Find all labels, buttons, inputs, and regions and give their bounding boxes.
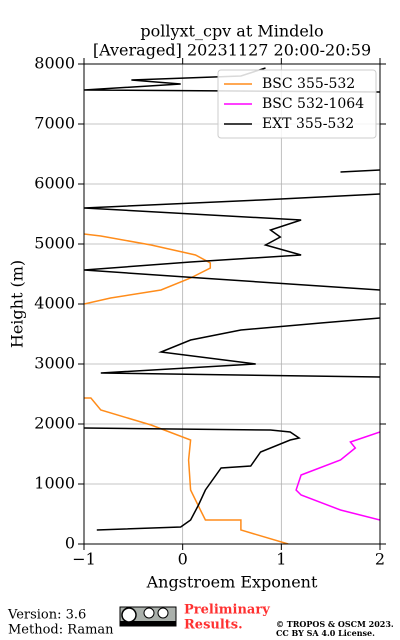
x-tick-label: −1 bbox=[72, 550, 96, 569]
chart-subtitle: [Averaged] 20231127 20:00-20:59 bbox=[93, 41, 371, 60]
version: Version: 3.6 bbox=[7, 608, 86, 623]
legend-label: EXT 355-532 bbox=[262, 116, 354, 132]
y-tick-label: 6000 bbox=[34, 174, 75, 193]
profile-line bbox=[84, 67, 380, 531]
cc-logo bbox=[119, 606, 177, 627]
plot-lines bbox=[84, 67, 380, 544]
y-tick-label: 4000 bbox=[34, 294, 75, 313]
preliminary-note: Preliminary bbox=[184, 603, 270, 618]
x-tick-label: 1 bbox=[276, 550, 286, 569]
legend-label: BSC 532-1064 bbox=[262, 96, 364, 112]
license: CC BY SA 4.0 License. bbox=[276, 628, 375, 638]
y-axis-label: Height (m) bbox=[8, 260, 27, 348]
legend-label: BSC 355-532 bbox=[262, 76, 355, 92]
y-tick-label: 7000 bbox=[34, 114, 75, 133]
profile-line bbox=[84, 233, 289, 544]
method: Method: Raman bbox=[8, 623, 114, 638]
profile-line bbox=[295, 431, 380, 521]
x-tick-label: 2 bbox=[375, 550, 385, 569]
y-tick-label: 3000 bbox=[34, 354, 75, 373]
y-tick-label: 0 bbox=[65, 534, 75, 553]
legend-box bbox=[217, 69, 377, 139]
chart-title: pollyxt_cpv at Mindelo bbox=[140, 22, 323, 41]
y-tick-label: 8000 bbox=[34, 54, 75, 73]
y-tick-label: 5000 bbox=[34, 234, 75, 253]
x-axis-label: Angstroem Exponent bbox=[146, 573, 318, 592]
legend: BSC 355-532 BSC 532-1064 EXT 355-532 bbox=[217, 69, 377, 139]
copyright: © TROPOS & OSCM 2023. bbox=[276, 619, 394, 629]
y-tick-label: 1000 bbox=[34, 474, 75, 493]
y-tick-label: 2000 bbox=[34, 414, 75, 433]
preliminary-note: Results. bbox=[184, 618, 243, 633]
plot-frame bbox=[83, 63, 381, 545]
x-tick-label: 0 bbox=[178, 550, 188, 569]
